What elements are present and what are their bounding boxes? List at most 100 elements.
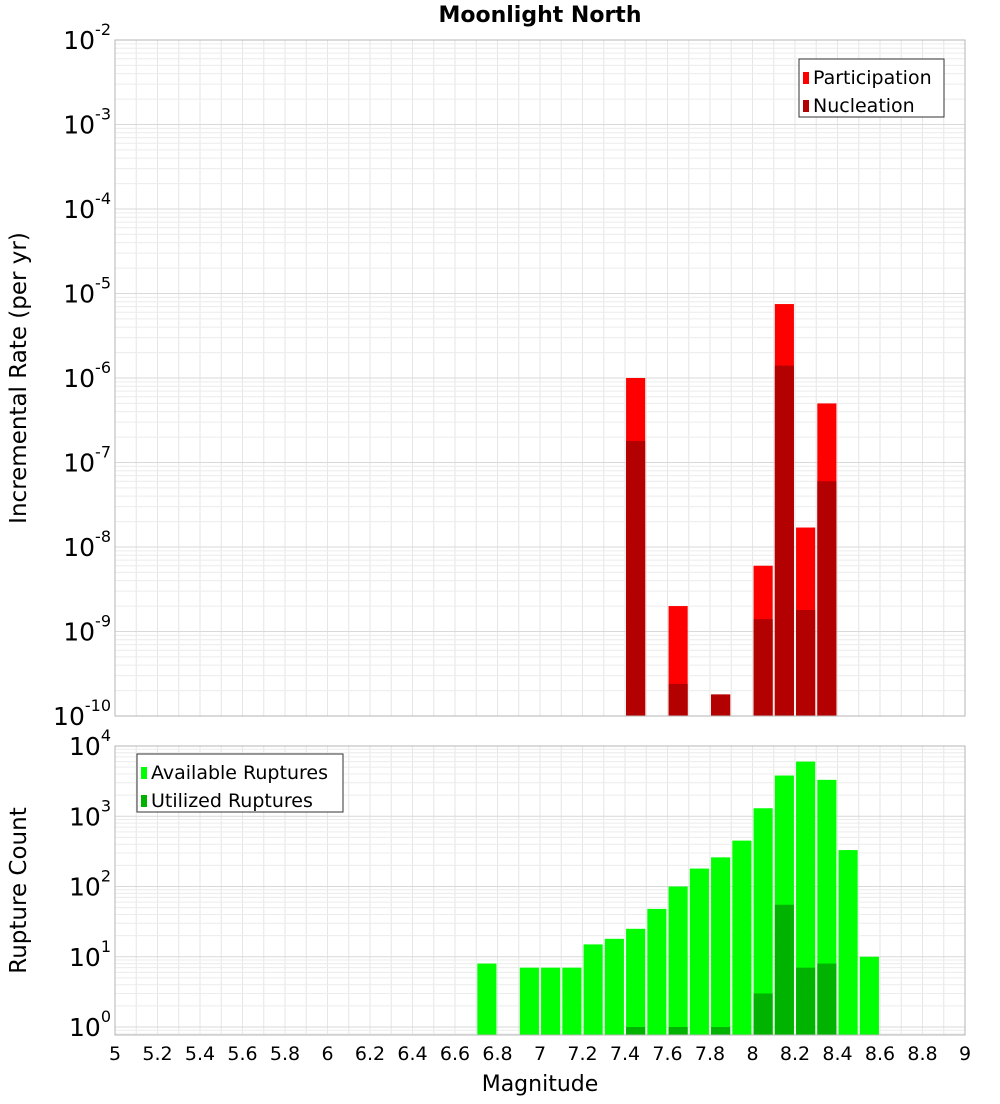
y-tick-base: 10: [69, 732, 101, 761]
chart-title: Moonlight North: [438, 3, 641, 28]
y-tick-exponent: -2: [95, 20, 111, 39]
bar: [838, 850, 858, 1035]
y-tick-label: 100: [69, 1007, 111, 1042]
bar: [753, 993, 773, 1035]
bar: [732, 840, 752, 1035]
y-tick-exponent: -5: [95, 274, 111, 293]
y-tick-exponent: -9: [95, 612, 111, 631]
bar: [626, 1027, 646, 1035]
y-axis-label: Incremental Rate (per yr): [6, 232, 32, 524]
grid-0: [114, 39, 966, 717]
series-1-1: [626, 904, 837, 1035]
bar: [796, 761, 816, 1035]
x-tick-label: 8.2: [780, 1043, 810, 1065]
legend-box: [798, 58, 945, 118]
y-tick-label: 102: [69, 867, 111, 902]
y-tick-exponent: -4: [95, 189, 111, 208]
y-tick-exponent: 1: [101, 937, 111, 956]
legend-label: Utilized Ruptures: [151, 790, 313, 812]
y-tick-base: 10: [53, 702, 85, 731]
bar: [711, 694, 731, 716]
bar: [859, 956, 879, 1035]
legend-0: Participation Nucleation: [798, 58, 945, 118]
bar: [541, 967, 561, 1035]
y-tick-exponent: -6: [95, 358, 111, 377]
y-tick-base: 10: [63, 364, 95, 393]
y-tick-label: 10-5: [63, 274, 111, 309]
bar: [583, 944, 603, 1035]
x-tick-label: 6.4: [397, 1043, 427, 1065]
plot-frame-0: [114, 39, 966, 717]
bar: [796, 609, 816, 716]
y-tick-base: 10: [63, 533, 95, 562]
bar: [604, 938, 624, 1035]
x-tick-label: 8.4: [822, 1043, 852, 1065]
legend-box: [136, 753, 344, 813]
y-tick-base: 10: [69, 802, 101, 831]
y-tick-label: 10-4: [63, 189, 111, 224]
x-tick-label: 6: [321, 1043, 333, 1065]
x-ticks-1: 5 5.2 5.4 5.6 5.8 6 6.2 6.4 6.6 6.8 7 7.2 7.4 7.6 7.8 8…: [109, 1043, 971, 1065]
y-tick-base: 10: [69, 873, 101, 902]
bar: [647, 908, 667, 1035]
y-tick-label: 103: [69, 796, 111, 831]
bar: [668, 683, 688, 716]
x-tick-label: 7.8: [695, 1043, 725, 1065]
y-tick-base: 10: [69, 943, 101, 972]
y-tick-label: 10-10: [53, 696, 111, 731]
y-tick-exponent: -7: [95, 443, 111, 462]
y-tick-exponent: -10: [85, 696, 111, 715]
x-tick-label: 7: [534, 1043, 546, 1065]
bar: [519, 967, 539, 1035]
y-tick-base: 10: [63, 26, 95, 55]
y-axis-label: Rupture Count: [6, 807, 32, 973]
x-axis-label: Magnitude: [482, 1072, 599, 1097]
x-tick-label: 5.2: [142, 1043, 172, 1065]
bar: [626, 928, 646, 1035]
bar: [562, 967, 582, 1035]
bar: [477, 963, 497, 1035]
x-tick-label: 7.6: [652, 1043, 682, 1065]
legend-label: Nucleation: [813, 95, 915, 117]
y-tick-label: 10-8: [63, 527, 111, 562]
x-tick-label: 7.4: [610, 1043, 640, 1065]
y-tick-label: 10-2: [63, 20, 111, 55]
legend-1: Available Ruptures Utilized Ruptures: [136, 753, 344, 813]
y-tick-label: 10-9: [63, 612, 111, 647]
y-tick-exponent: -8: [95, 527, 111, 546]
x-tick-label: 5.6: [227, 1043, 257, 1065]
legend-label: Participation: [813, 67, 932, 89]
y-tick-base: 10: [63, 195, 95, 224]
bar: [668, 886, 688, 1035]
x-tick-label: 9: [959, 1043, 971, 1065]
x-tick-label: 6.6: [440, 1043, 470, 1065]
y-tick-label: 104: [69, 726, 111, 761]
y-tick-base: 10: [63, 280, 95, 309]
x-tick-label: 8.6: [865, 1043, 895, 1065]
y-tick-label: 10-7: [63, 443, 111, 478]
x-tick-label: 5: [109, 1043, 121, 1065]
legend-swatch: [141, 795, 147, 807]
series-0-1: [626, 365, 837, 716]
y-tick-label: 101: [69, 937, 111, 972]
x-tick-label: 6.2: [355, 1043, 385, 1065]
x-tick-label: 6.8: [482, 1043, 512, 1065]
legend-swatch: [141, 767, 147, 779]
y-tick-label: 10-6: [63, 358, 111, 393]
x-tick-label: 5.8: [270, 1043, 300, 1065]
x-tick-label: 8.8: [907, 1043, 937, 1065]
bar: [753, 619, 773, 716]
bar: [711, 857, 731, 1035]
y-tick-exponent: 4: [101, 726, 111, 745]
y-tick-exponent: 3: [101, 796, 111, 815]
y-tick-base: 10: [63, 449, 95, 478]
bar: [817, 963, 837, 1035]
legend-label: Available Ruptures: [151, 762, 328, 784]
x-tick-label: 5.4: [185, 1043, 215, 1065]
bar: [668, 1027, 688, 1035]
y-ticks-0: 10-210-310-410-510-610-710-810-910-10: [53, 20, 111, 731]
legend-swatch: [803, 72, 809, 84]
